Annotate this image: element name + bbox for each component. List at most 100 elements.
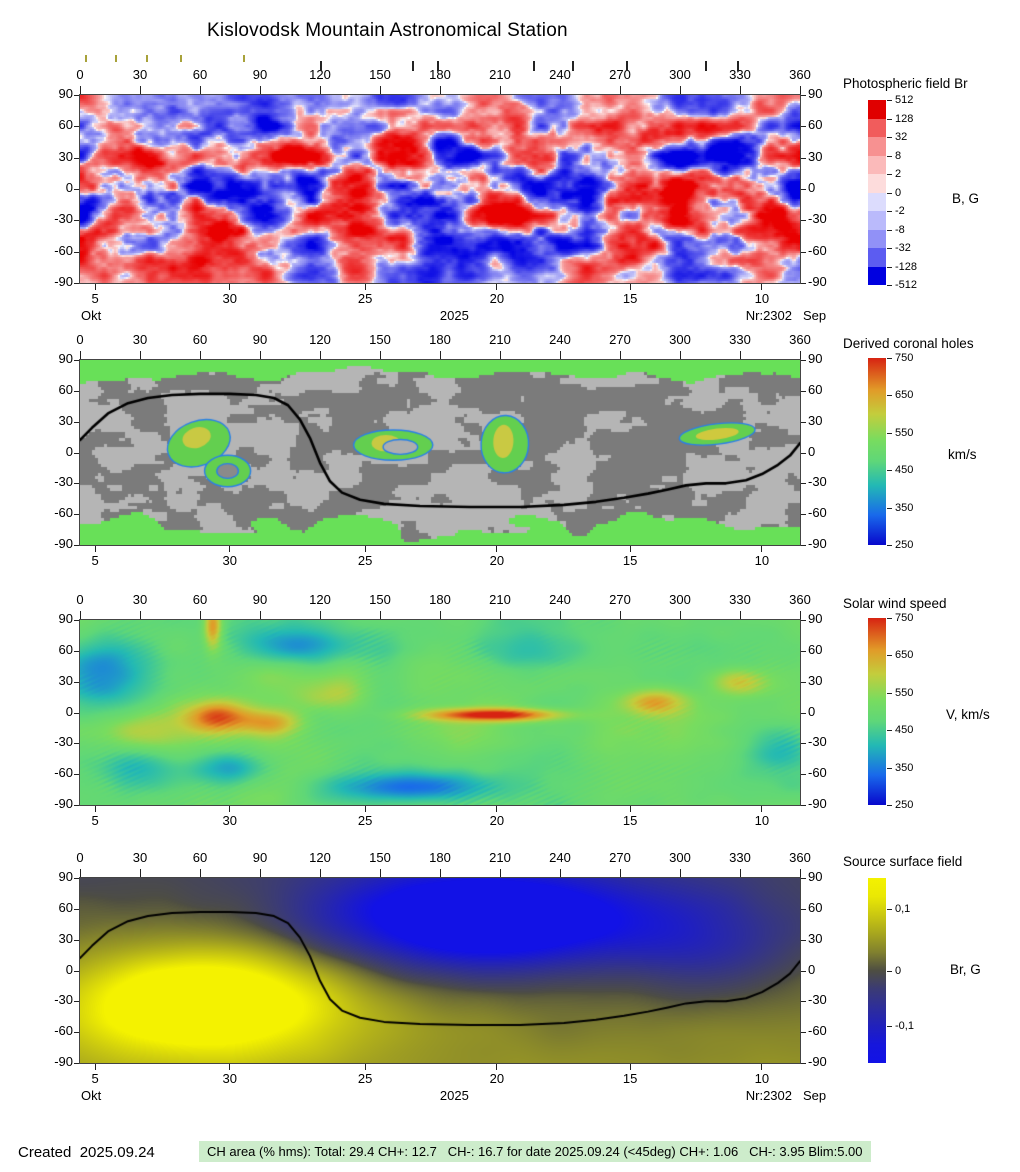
activity-tick-black (736, 61, 739, 71)
lon-tick-mark (499, 611, 501, 619)
lon-tick-mark (199, 86, 201, 94)
lon-tick-mark (679, 86, 681, 94)
lon-tick-mark (439, 86, 441, 94)
lon-tick-label: 210 (489, 332, 511, 347)
source-surface-map-canvas (80, 878, 800, 1063)
lon-tick-label: 210 (489, 67, 511, 82)
unit-label-km-s: km/s (948, 447, 977, 462)
colorbar-tick-mark (887, 395, 892, 397)
colorbar-tick-mark (887, 211, 892, 212)
colorbar-tick-mark (887, 100, 892, 101)
lat-tick-label-right: -60 (808, 765, 827, 781)
lat-tick-label-right: 0 (808, 961, 816, 977)
activity-tick-olive (242, 55, 245, 62)
lon-tick-mark (79, 351, 81, 359)
date-tick-label: 25 (357, 1071, 373, 1086)
lat-tick-label-left: -60 (54, 1023, 73, 1039)
lon-tick-label: 330 (729, 332, 751, 347)
colorbar-tick-mark (887, 285, 892, 286)
lon-tick-mark (739, 86, 741, 94)
lat-tick-label-right: -60 (808, 505, 827, 521)
date-tick-label: 15 (622, 553, 638, 568)
lat-tick-mark-left (74, 220, 79, 222)
lat-tick-label-left: 60 (58, 899, 73, 915)
colorbar-tick-label: -0,1 (895, 1020, 914, 1032)
lon-tick-mark (439, 869, 441, 877)
lon-tick-label: 30 (132, 850, 148, 865)
colorbar-tick-mark (887, 507, 892, 509)
colorbar-tick-label: 250 (895, 539, 914, 551)
date-tick-label: 5 (91, 813, 99, 828)
lat-tick-label-left: -30 (54, 211, 73, 227)
colorbar-segment (868, 118, 886, 137)
lon-tick-mark (199, 869, 201, 877)
lat-tick-label-right: 60 (808, 381, 823, 397)
lat-tick-mark-right (801, 1063, 806, 1064)
colorbar-tick-label: 512 (895, 94, 914, 106)
month-label-left: Okt (81, 1088, 102, 1103)
lat-tick-label-left: -60 (54, 765, 73, 781)
lon-tick-mark (259, 869, 261, 877)
lon-tick-label: 120 (309, 332, 331, 347)
lat-tick-label-right: 90 (808, 869, 823, 884)
date-tick-label: 20 (489, 1071, 505, 1086)
lat-tick-mark-right (801, 774, 806, 776)
activity-tick-black (572, 61, 575, 71)
lon-tick-mark (559, 351, 561, 359)
lat-tick-label-left: 60 (58, 117, 73, 133)
lat-tick-mark-right (801, 1032, 806, 1034)
date-tick-mark (364, 1064, 366, 1070)
lon-tick-label: 300 (669, 850, 691, 865)
lat-tick-mark-right (801, 712, 806, 714)
date-tick-label: 20 (489, 553, 505, 568)
unit-label-br-g: Br, G (950, 962, 981, 977)
colorbar-tick-mark (887, 767, 892, 769)
activity-tick-olive (180, 55, 183, 62)
lon-tick-mark (259, 86, 261, 94)
lon-tick-mark (79, 86, 81, 94)
colorbar-segment (868, 174, 886, 193)
colorbar-solar-wind (868, 618, 886, 805)
lat-tick-label-right: 0 (808, 443, 816, 459)
colorbar-segment (868, 137, 886, 156)
colorbar-tick-mark (887, 432, 892, 434)
date-tick-mark (229, 1064, 231, 1070)
lon-tick-mark (379, 351, 381, 359)
lon-tick-mark (199, 611, 201, 619)
date-tick-mark (364, 546, 366, 552)
lat-tick-mark-right (801, 283, 806, 284)
lon-tick-mark (379, 611, 381, 619)
lon-tick-label: 180 (429, 850, 451, 865)
colorbar-tick-label: 750 (895, 352, 914, 364)
activity-tick-black (532, 61, 535, 71)
date-tick-label: 10 (754, 553, 770, 568)
lat-tick-label-left: -60 (54, 242, 73, 258)
colorbar-tick-label: 550 (895, 426, 914, 439)
lat-tick-label-right: -30 (808, 211, 827, 227)
lat-tick-label-right: 60 (808, 117, 823, 133)
lon-tick-label: 90 (252, 332, 268, 347)
lon-tick-label: 120 (309, 67, 331, 82)
lat-tick-mark-left (74, 545, 79, 546)
colorbar-tick-mark (887, 192, 892, 194)
map-source-surface-field (79, 877, 801, 1064)
lon-tick-label: 360 (789, 592, 811, 607)
lat-tick-mark-left (74, 360, 79, 361)
lat-tick-mark-right (801, 620, 806, 621)
lon-tick-mark (79, 611, 81, 619)
lon-tick-label: 210 (489, 850, 511, 865)
lat-tick-mark-left (74, 878, 79, 879)
lat-tick-mark-right (801, 681, 806, 683)
lon-tick-label: 330 (729, 67, 751, 82)
lat-tick-label-left: -90 (54, 1054, 73, 1069)
lat-tick-label-right: 60 (808, 899, 823, 915)
activity-tick-black (626, 61, 629, 71)
lat-tick-mark-left (74, 620, 79, 621)
lat-tick-mark-left (74, 774, 79, 776)
date-tick-label: 25 (357, 291, 373, 306)
lon-tick-mark (619, 611, 621, 619)
lon-tick-label: 360 (789, 850, 811, 865)
lat-tick-label-left: 0 (65, 443, 73, 459)
lon-tick-mark (619, 869, 621, 877)
